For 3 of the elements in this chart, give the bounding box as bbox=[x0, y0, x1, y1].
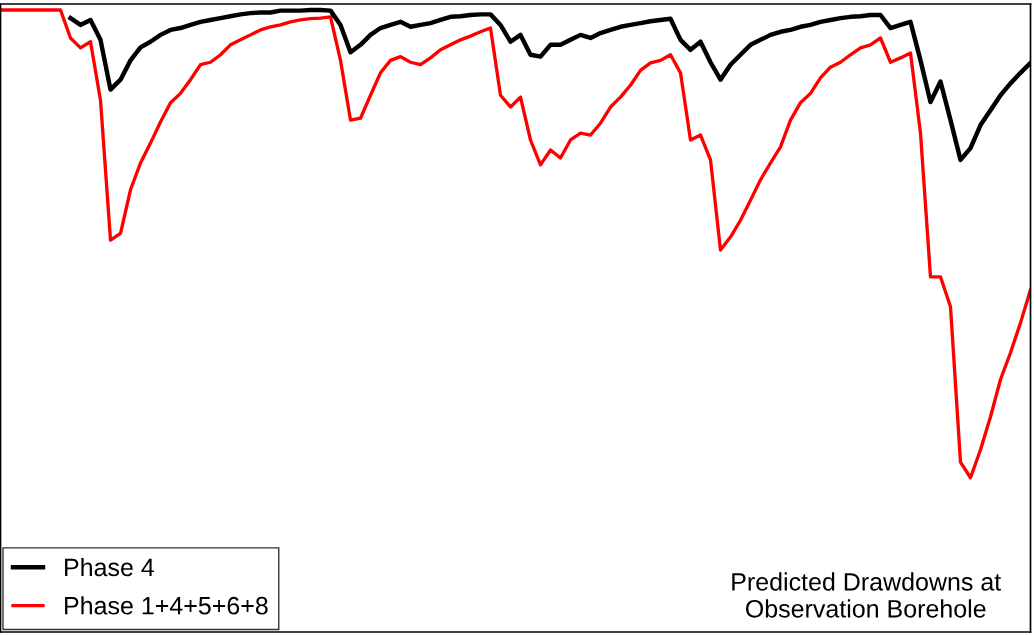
annotation: Predicted Drawdowns at Observation Borehole bbox=[732, 572, 1001, 618]
legend-label: Phase 1+4+5+6+8 bbox=[65, 596, 268, 615]
legend-label: Phase 4 bbox=[65, 557, 154, 577]
